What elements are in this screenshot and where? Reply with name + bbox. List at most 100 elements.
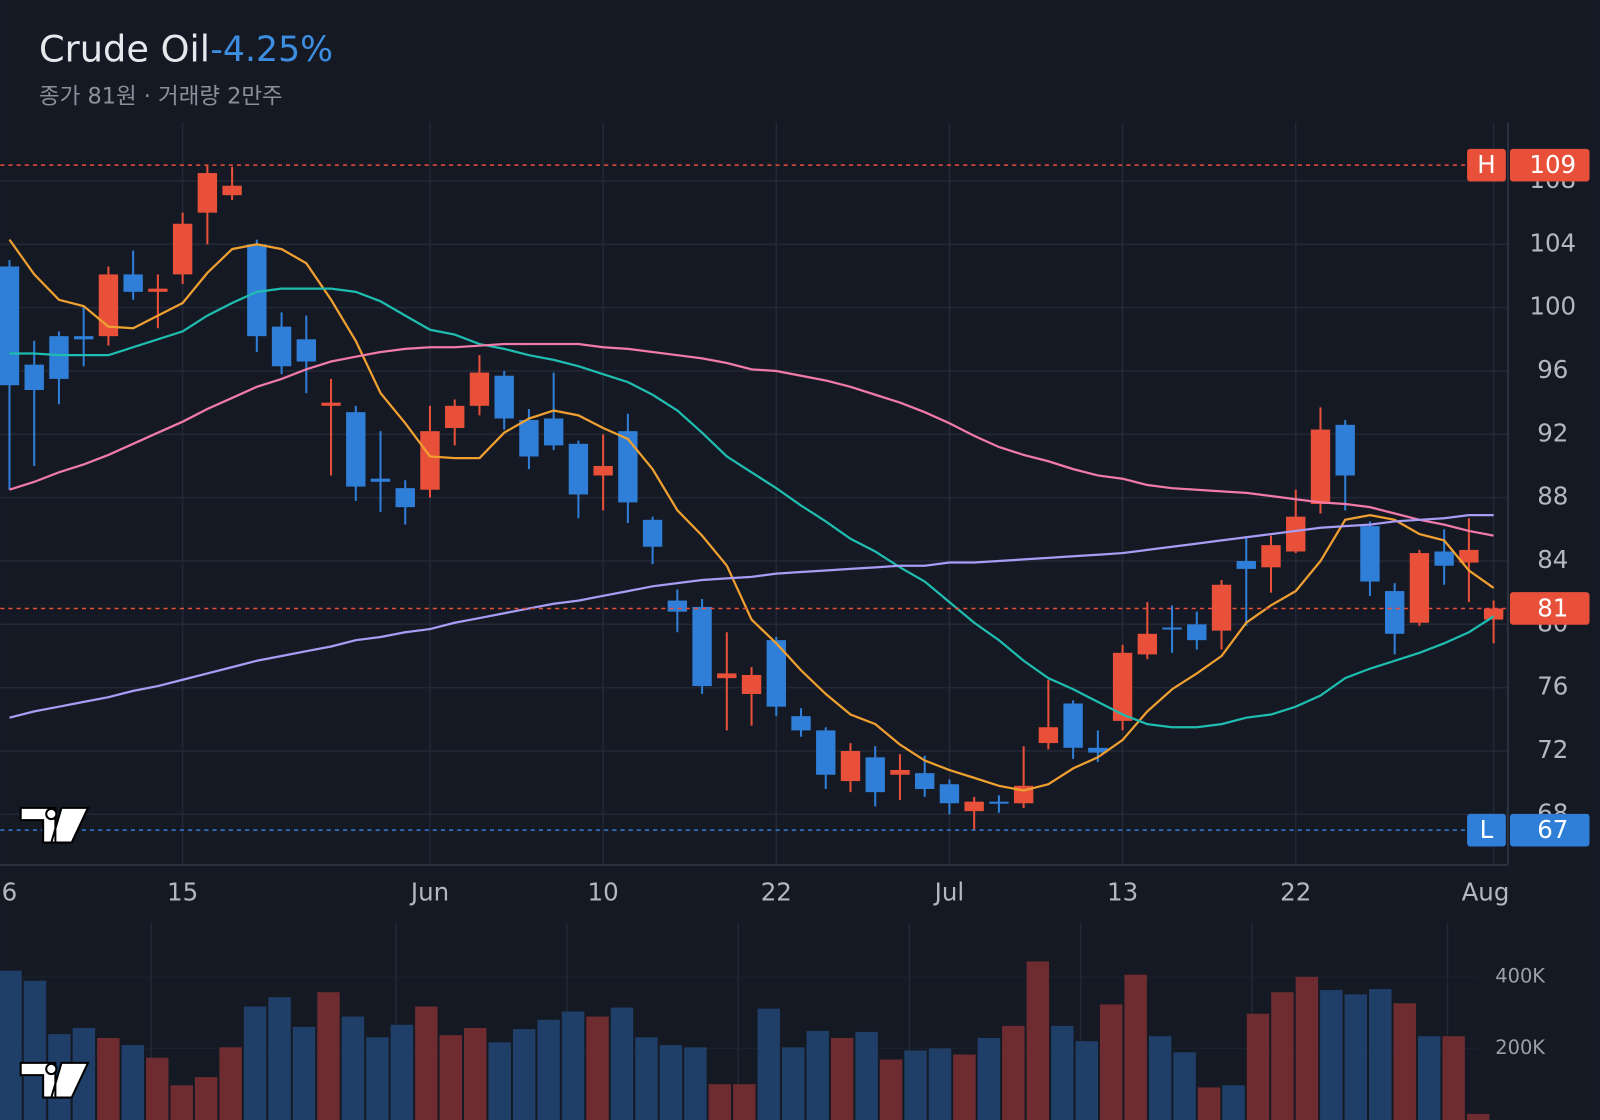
x-tick-label: 22 bbox=[1280, 878, 1311, 907]
candle-body bbox=[1310, 429, 1331, 504]
volume-bar bbox=[464, 1028, 487, 1120]
candle-body bbox=[370, 478, 391, 482]
price-label: 81 bbox=[1537, 594, 1568, 623]
volume-bar bbox=[121, 1045, 145, 1120]
volume-bar bbox=[830, 1038, 854, 1120]
candle-body bbox=[296, 339, 316, 362]
volume-bar bbox=[1442, 1036, 1465, 1120]
y-tick-label: 200K bbox=[1495, 1036, 1546, 1059]
volume-bar bbox=[684, 1047, 707, 1120]
candle-body bbox=[1088, 747, 1108, 753]
logo bbox=[19, 1061, 90, 1099]
price-label: 109 bbox=[1529, 150, 1576, 179]
candle-body bbox=[247, 244, 267, 337]
volume-bar bbox=[1099, 1004, 1123, 1120]
title: Crude Oil bbox=[39, 28, 210, 71]
volume-bar bbox=[292, 1026, 316, 1120]
candle-body bbox=[741, 674, 762, 694]
volume-bar bbox=[1246, 1013, 1270, 1120]
candle-body bbox=[420, 431, 440, 490]
candle-body bbox=[321, 402, 341, 406]
moving-averages bbox=[8, 238, 1495, 792]
volume-bar bbox=[1173, 1052, 1196, 1120]
price-tag: L bbox=[1480, 815, 1494, 844]
candle-body bbox=[692, 606, 712, 687]
price-tag-box bbox=[1467, 813, 1506, 847]
x-tick-label: Jul bbox=[933, 878, 965, 907]
candle-body bbox=[271, 326, 292, 367]
candle-body bbox=[989, 801, 1009, 804]
x-tick-label: 6 bbox=[2, 878, 18, 907]
candle-body bbox=[1384, 591, 1405, 634]
candle-body bbox=[1162, 627, 1182, 630]
moving-average-line bbox=[8, 238, 1495, 792]
volume-bar bbox=[537, 1019, 560, 1120]
price-label: 67 bbox=[1537, 815, 1568, 844]
candle-body bbox=[618, 431, 638, 503]
x-tick-label: Jun bbox=[409, 878, 449, 907]
candle-body bbox=[346, 412, 366, 487]
volume-bar bbox=[317, 992, 340, 1120]
volume-bar bbox=[1271, 992, 1294, 1120]
volume-bar bbox=[439, 1035, 463, 1120]
candle-body bbox=[642, 519, 663, 547]
candle-body bbox=[1063, 703, 1083, 748]
candle-body bbox=[197, 173, 218, 213]
price-tag: H bbox=[1477, 150, 1495, 179]
volume-bar bbox=[194, 1077, 218, 1120]
volume-bar bbox=[928, 1048, 952, 1120]
y-tick-label: 100 bbox=[1529, 292, 1576, 321]
price-tag-box bbox=[1467, 148, 1506, 182]
y-tick-label: 84 bbox=[1537, 545, 1568, 574]
y-tick-label: 76 bbox=[1537, 672, 1568, 701]
y-tick-label: 104 bbox=[1529, 228, 1576, 257]
volume-bar bbox=[757, 1008, 780, 1120]
candle-body bbox=[593, 465, 613, 476]
price-lines: 109 H 81 67 L bbox=[0, 148, 1590, 847]
volume-bar bbox=[1344, 994, 1368, 1120]
volume-bar bbox=[733, 1084, 756, 1120]
candle-body bbox=[890, 769, 910, 775]
volume-bar bbox=[659, 1045, 683, 1120]
moving-average-line bbox=[9, 342, 1494, 537]
subtitle: 종가 81원 · 거래량 2만주 bbox=[39, 83, 283, 109]
volume-bar bbox=[782, 1047, 805, 1120]
volume-bar bbox=[635, 1037, 658, 1120]
candle-body bbox=[494, 375, 514, 419]
candles bbox=[0, 165, 1504, 831]
candle-body bbox=[123, 274, 143, 292]
candle-body bbox=[148, 288, 168, 292]
candle-body bbox=[1286, 516, 1306, 552]
volume-bar bbox=[1148, 1036, 1172, 1120]
candle-body bbox=[395, 488, 415, 508]
candle-body bbox=[1038, 727, 1059, 744]
candle-body bbox=[939, 784, 960, 804]
candle-body bbox=[1335, 424, 1355, 476]
volume-bar bbox=[170, 1085, 193, 1120]
candle-body bbox=[222, 185, 242, 196]
volume-bar bbox=[561, 1011, 585, 1120]
candle-body bbox=[445, 405, 465, 428]
candle-body bbox=[73, 336, 94, 340]
candle-body bbox=[543, 418, 564, 446]
volume-bar bbox=[1393, 1003, 1416, 1120]
volume-bar bbox=[1075, 1041, 1098, 1120]
candle-body bbox=[766, 640, 786, 707]
volume-bar bbox=[219, 1047, 242, 1120]
candle-body bbox=[1137, 633, 1158, 655]
volume-bar bbox=[366, 1037, 389, 1120]
x-tick-label: Aug bbox=[1462, 878, 1510, 907]
price-box bbox=[1509, 813, 1590, 847]
y-tick-label: 96 bbox=[1537, 355, 1568, 384]
candle-body bbox=[568, 443, 589, 495]
logo bbox=[19, 806, 90, 844]
y-tick-label: 88 bbox=[1537, 482, 1568, 511]
volume-panel bbox=[0, 961, 1490, 1120]
candle-body bbox=[1261, 545, 1281, 568]
volume-bar bbox=[610, 1007, 634, 1120]
change: -4.25% bbox=[210, 30, 333, 70]
candle-body bbox=[791, 716, 811, 731]
volume-bar bbox=[146, 1057, 169, 1120]
candle-body bbox=[98, 274, 119, 337]
